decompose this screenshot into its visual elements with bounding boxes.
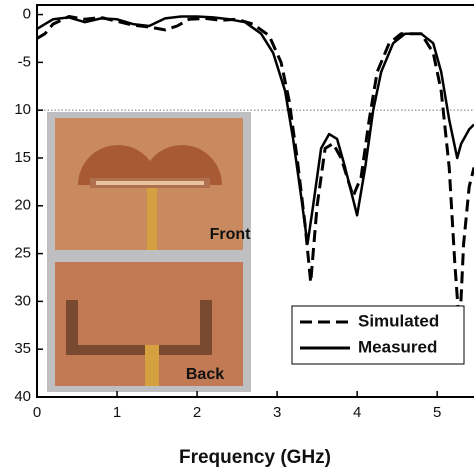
plot-frame — [36, 4, 474, 398]
inset-photo — [47, 112, 251, 392]
legend-box — [291, 305, 465, 365]
y-tick-label: 35 — [14, 340, 31, 357]
plot-lines — [37, 15, 474, 332]
y-tick-label: 20 — [14, 197, 31, 214]
inset-label: Front — [210, 226, 252, 243]
x-tick-label: 4 — [353, 404, 361, 421]
y-tick-label: 40 — [14, 388, 31, 405]
legend-label: Measured — [358, 337, 437, 356]
x-tick-label: 0 — [33, 404, 41, 421]
y-tick-label: 15 — [14, 149, 31, 166]
y-tick-label: 25 — [14, 245, 31, 262]
y-tick-label: 0 — [23, 6, 31, 23]
legend-label: Simulated — [358, 311, 439, 330]
x-tick-label: 2 — [193, 404, 201, 421]
x-axis-label: Frequency (GHz) — [179, 447, 331, 468]
x-tick-label: 5 — [433, 404, 441, 421]
legend: Simulated Measured — [291, 305, 465, 365]
y-tick-label: 30 — [14, 292, 31, 309]
x-tick-label: 3 — [273, 404, 281, 421]
series-line — [37, 15, 474, 246]
x-tick-label: 1 — [113, 404, 121, 421]
inset-label: Back — [186, 366, 224, 383]
y-tick-label: -5 — [18, 53, 31, 70]
y-tick-label: 10 — [14, 101, 31, 118]
